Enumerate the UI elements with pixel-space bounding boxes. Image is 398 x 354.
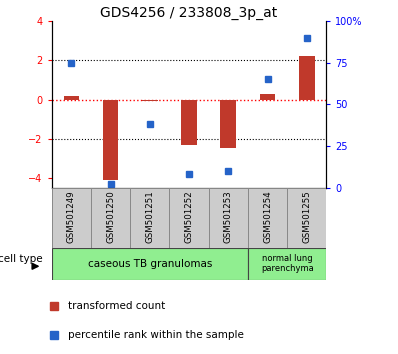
Text: GSM501253: GSM501253: [224, 190, 233, 243]
Bar: [299, 57, 314, 99]
Text: transformed count: transformed count: [68, 301, 165, 311]
Bar: [170, 188, 209, 248]
Text: GSM501255: GSM501255: [302, 190, 311, 243]
Bar: [103, 99, 119, 180]
Text: caseous TB granulomas: caseous TB granulomas: [88, 259, 212, 269]
Bar: [64, 96, 79, 99]
Bar: [209, 188, 248, 248]
Bar: [248, 248, 326, 280]
Bar: [142, 99, 158, 102]
Text: cell type: cell type: [0, 254, 43, 264]
Bar: [52, 188, 91, 248]
Bar: [259, 94, 275, 99]
Bar: [287, 188, 326, 248]
Text: GSM501252: GSM501252: [185, 190, 193, 243]
Bar: [91, 188, 130, 248]
Bar: [181, 99, 197, 144]
Bar: [220, 99, 236, 148]
Text: percentile rank within the sample: percentile rank within the sample: [68, 330, 244, 339]
Text: GSM501254: GSM501254: [263, 190, 272, 243]
Text: GSM501250: GSM501250: [106, 190, 115, 243]
Bar: [130, 188, 170, 248]
Text: normal lung
parenchyma: normal lung parenchyma: [261, 254, 314, 273]
Text: GSM501249: GSM501249: [67, 190, 76, 243]
Bar: [52, 248, 248, 280]
Title: GDS4256 / 233808_3p_at: GDS4256 / 233808_3p_at: [100, 6, 278, 20]
Text: GSM501251: GSM501251: [145, 190, 154, 243]
Bar: [248, 188, 287, 248]
